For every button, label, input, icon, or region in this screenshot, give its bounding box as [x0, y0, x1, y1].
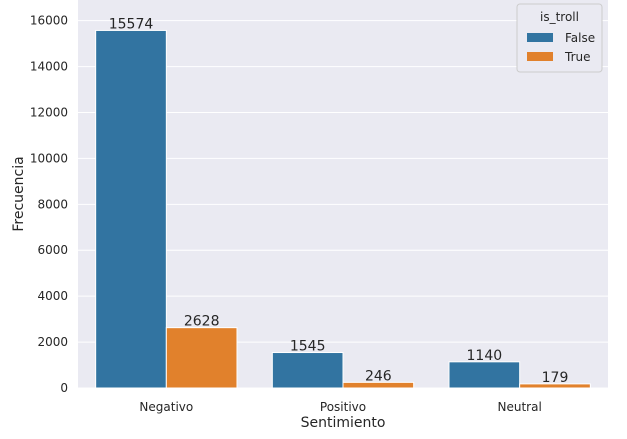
bar-value-label: 179 [542, 370, 569, 386]
y-tick-label: 4000 [37, 289, 68, 303]
bar-false-positivo [271, 352, 344, 389]
y-tick-label: 8000 [37, 197, 68, 211]
bar-value-label: 246 [365, 368, 392, 384]
bar-true-neutral [519, 383, 591, 389]
y-tick-labels: 0 2000 4000 6000 8000 10000 12000 14000 16000 [30, 14, 68, 395]
x-tick-label: Positivo [320, 400, 366, 414]
y-tick-label: 16000 [30, 14, 68, 28]
bars [95, 29, 591, 389]
legend-items: False True [527, 31, 595, 64]
legend-swatch-false [527, 33, 553, 42]
legend-swatch-true [527, 52, 553, 61]
legend-label-false: False [565, 31, 595, 45]
bar-false-negativo [95, 29, 167, 389]
x-axis-label: Sentimiento [301, 415, 386, 431]
x-tick-label: Negativo [139, 400, 193, 414]
legend: is_troll False True [516, 3, 603, 73]
y-tick-label: 0 [60, 381, 68, 395]
y-axis-label: Frecuencia [11, 156, 27, 231]
bar-value-label: 2628 [184, 314, 220, 330]
y-tick-label: 14000 [30, 60, 68, 74]
bar-false-neutral [448, 361, 521, 389]
bar-true-positivo [342, 381, 415, 389]
y-tick-label: 2000 [37, 335, 68, 349]
bar-value-label: 1140 [467, 348, 503, 364]
bar-labels: 15574 2628 1545 246 1140 179 [109, 16, 569, 385]
y-tick-label: 10000 [30, 151, 68, 165]
y-tick-label: 6000 [37, 243, 68, 257]
bar-true-negativo [165, 327, 238, 389]
x-tick-label: Neutral [498, 400, 542, 414]
y-tick-label: 12000 [30, 105, 68, 119]
bar-value-label: 15574 [109, 16, 154, 32]
legend-label-true: True [564, 50, 591, 64]
legend-title: is_troll [540, 10, 579, 24]
bar-value-label: 1545 [290, 339, 326, 355]
x-tick-labels: Negativo Positivo Neutral [139, 400, 541, 414]
